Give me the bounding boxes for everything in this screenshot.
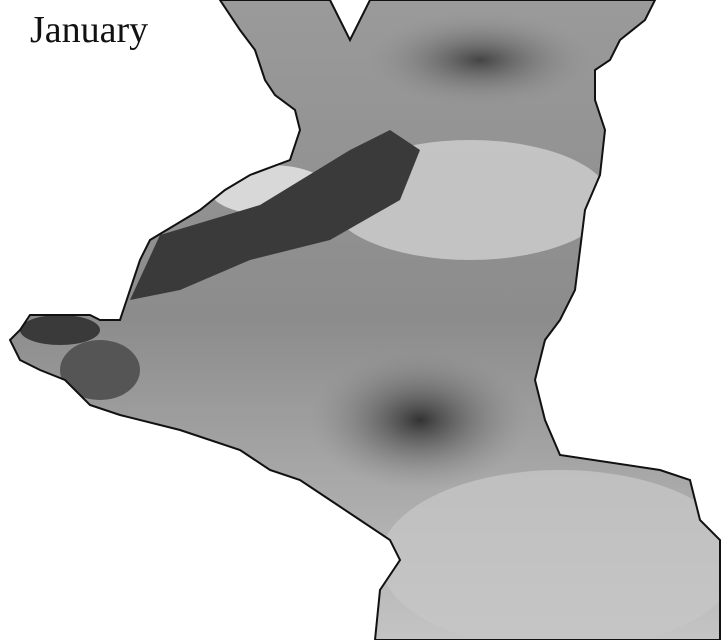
page: {"map": {"label": "January"}} January: [0, 0, 721, 640]
month-label: January: [30, 9, 148, 51]
map-view: January: [0, 0, 721, 640]
